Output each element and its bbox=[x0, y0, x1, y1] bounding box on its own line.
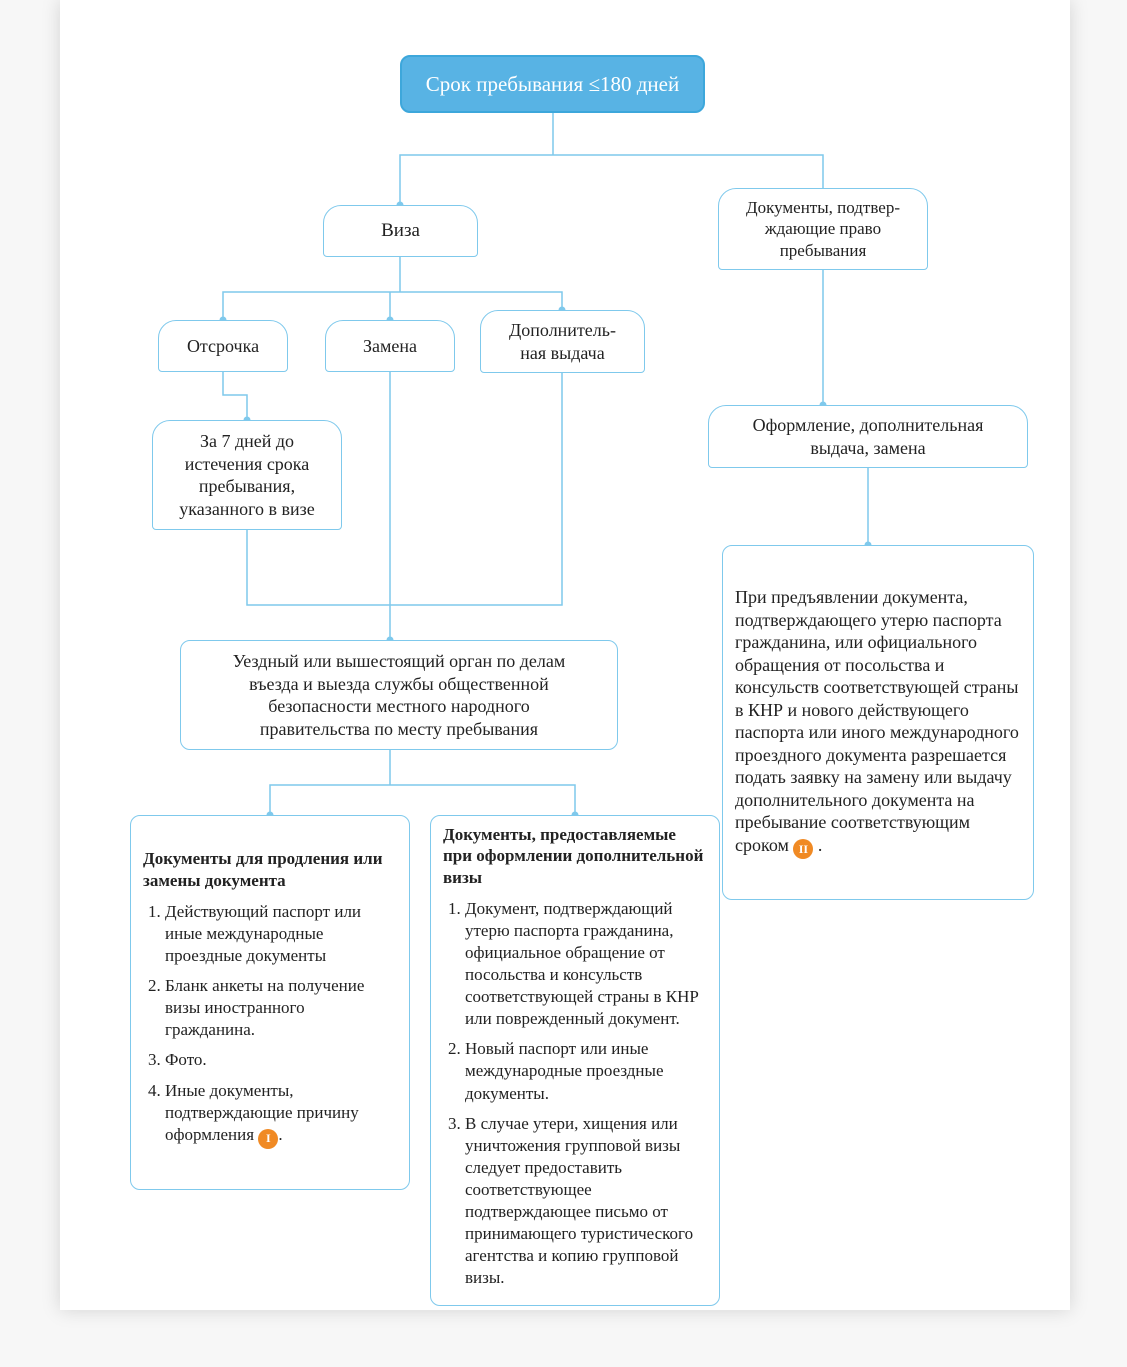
documents-label: Документы, подтвер-ждающие правопребыван… bbox=[731, 197, 915, 261]
badge-i-icon: I bbox=[258, 1129, 278, 1149]
right-text-before: При предъявлении документа, подтверждающ… bbox=[735, 587, 1019, 855]
list-item: Документ, подтверждающий утерю паспорта … bbox=[465, 898, 707, 1031]
list-item: Новый паспорт или иные международные про… bbox=[465, 1038, 707, 1104]
additional-issuance-node: Дополнитель-ная выдача bbox=[480, 310, 645, 373]
seven-days-label: За 7 дней доистечения срокапребывания,ук… bbox=[165, 430, 329, 520]
left-list-title: Документы для продления или замены докум… bbox=[143, 848, 397, 891]
registration-label: Оформление, дополнительнаявыдача, замена bbox=[721, 414, 1015, 459]
list-item: Фото. bbox=[165, 1049, 397, 1071]
deferment-node: Отсрочка bbox=[158, 320, 288, 372]
additional-issuance-label: Дополнитель-ная выдача bbox=[493, 319, 632, 364]
visa-node: Виза bbox=[323, 205, 478, 257]
left-list: Действующий паспорт или иные международн… bbox=[143, 901, 397, 1157]
visa-label: Виза bbox=[336, 219, 465, 243]
mid-list-box: Документы, предоставляемые при оформлени… bbox=[430, 815, 720, 1306]
mid-list-title: Документы, предоставляемые при оформлени… bbox=[443, 824, 707, 888]
left-list-box: Документы для продления или замены докум… bbox=[130, 815, 410, 1190]
list-item: Действующий паспорт или иные международн… bbox=[165, 901, 397, 967]
right-textbox: При предъявлении документа, подтверждающ… bbox=[722, 545, 1034, 900]
agency-label: Уездный или вышестоящий орган по деламвъ… bbox=[193, 650, 605, 740]
mid-list: Документ, подтверждающий утерю паспорта … bbox=[443, 898, 707, 1298]
root-node: Срок пребывания ≤180 дней bbox=[400, 55, 705, 113]
replacement-node: Замена bbox=[325, 320, 455, 372]
right-text-after: . bbox=[818, 835, 823, 855]
replacement-label: Замена bbox=[338, 335, 442, 358]
list-item: Бланк анкеты на получение визы иностранн… bbox=[165, 975, 397, 1041]
deferment-label: Отсрочка bbox=[171, 335, 275, 358]
list-item-text: . bbox=[278, 1125, 282, 1144]
agency-node: Уездный или вышестоящий орган по деламвъ… bbox=[180, 640, 618, 750]
list-item: В случае утери, хищения или уничтожения … bbox=[465, 1113, 707, 1290]
root-label: Срок пребывания ≤180 дней bbox=[414, 71, 691, 97]
page: Срок пребывания ≤180 дней Виза Документы… bbox=[60, 0, 1070, 1310]
seven-days-node: За 7 дней доистечения срокапребывания,ук… bbox=[152, 420, 342, 530]
registration-node: Оформление, дополнительнаявыдача, замена bbox=[708, 405, 1028, 468]
list-item: Иные документы, подтверждающие причину о… bbox=[165, 1080, 397, 1149]
badge-ii-icon: II bbox=[793, 839, 813, 859]
documents-node: Документы, подтвер-ждающие правопребыван… bbox=[718, 188, 928, 270]
right-textbox-paragraph: При предъявлении документа, подтверждающ… bbox=[735, 586, 1021, 859]
